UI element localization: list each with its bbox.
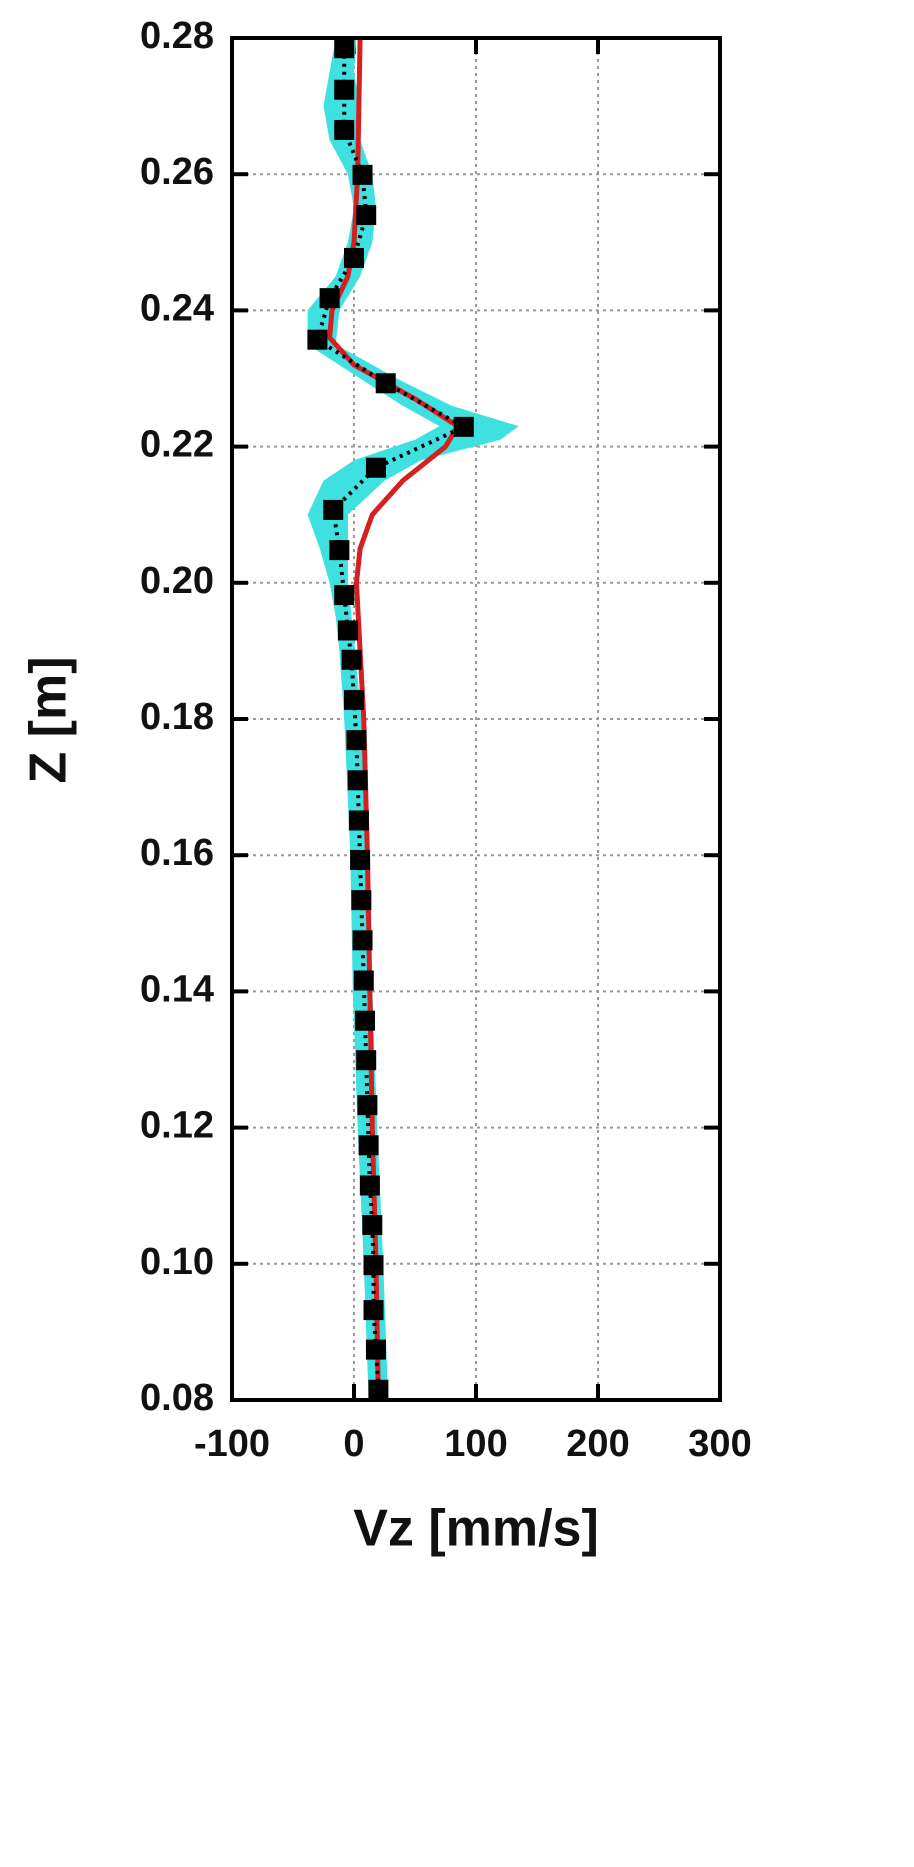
data-point [346, 730, 367, 751]
data-point [319, 288, 340, 309]
data-point [365, 457, 386, 478]
data-point [356, 205, 377, 226]
y-tick-label: 0.28 [140, 15, 214, 57]
x-axis-title: Vz [mm/s] [353, 1500, 599, 1558]
x-tick-label: -100 [194, 1423, 270, 1465]
y-axis-title: Z [m] [20, 656, 78, 783]
data-point [375, 373, 396, 394]
plot-frame [230, 36, 722, 1402]
data-point [334, 119, 355, 140]
data-point [337, 620, 358, 641]
data-point [344, 247, 364, 268]
data-point [362, 1214, 383, 1235]
x-tick-label: 100 [444, 1423, 507, 1465]
y-tick-label: 0.22 [140, 424, 214, 466]
x-tick-label: 0 [343, 1423, 364, 1465]
y-tick-label: 0.18 [140, 696, 214, 738]
x-tick-label: 300 [688, 1423, 751, 1465]
data-point [359, 1175, 380, 1196]
data-point [334, 585, 355, 606]
data-point [329, 540, 350, 561]
data-point [348, 810, 369, 831]
data-point [356, 1050, 377, 1071]
data-point [352, 930, 373, 951]
data-point [344, 689, 364, 710]
data-point [363, 1255, 384, 1276]
data-point [323, 499, 344, 520]
data-point [353, 970, 374, 991]
data-point [363, 1300, 384, 1321]
data-point [350, 849, 371, 870]
y-tick-label: 0.08 [140, 1377, 214, 1419]
data-point [453, 416, 474, 437]
y-tick-label: 0.24 [140, 287, 214, 329]
data-point [354, 1010, 375, 1031]
y-tick-label: 0.10 [140, 1241, 214, 1283]
data-point [357, 1095, 378, 1116]
x-tick-label: 200 [566, 1423, 629, 1465]
y-tick-label: 0.26 [140, 151, 214, 193]
series-line [315, 48, 469, 1390]
y-tick-label: 0.14 [140, 968, 214, 1010]
data-point [352, 164, 373, 185]
data-point [368, 1379, 389, 1400]
y-tick-label: 0.12 [140, 1105, 214, 1147]
y-tick-label: 0.16 [140, 832, 214, 874]
data-point [347, 770, 368, 791]
data-point [307, 329, 328, 350]
data-point [341, 649, 362, 670]
data-point [358, 1135, 379, 1156]
data-point [334, 38, 355, 59]
data-point [351, 890, 372, 911]
data-point [365, 1339, 386, 1360]
y-tick-label: 0.20 [140, 560, 214, 602]
data-point [334, 79, 355, 100]
